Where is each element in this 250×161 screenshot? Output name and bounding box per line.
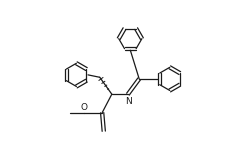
Text: O: O [80, 103, 87, 112]
Text: N: N [124, 97, 131, 106]
